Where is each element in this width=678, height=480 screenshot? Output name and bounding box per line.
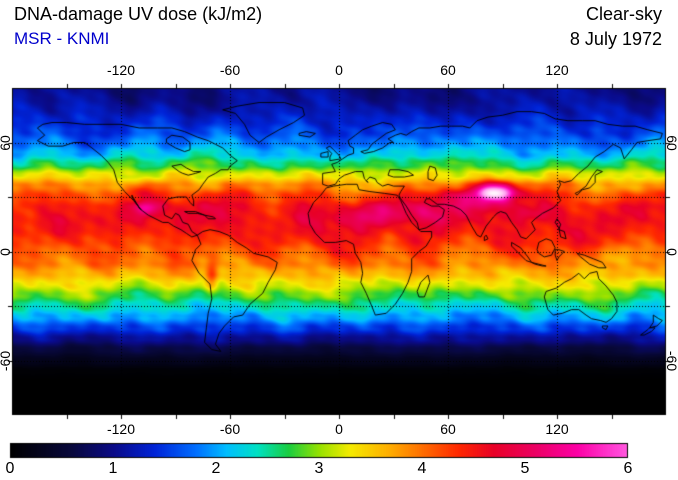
lon-tick-label-bottom: 60 bbox=[440, 421, 456, 437]
lon-tick-label-bottom: -120 bbox=[106, 421, 136, 437]
colorbar-tick-label: 2 bbox=[211, 460, 221, 477]
lon-tick-label-top: 60 bbox=[440, 62, 456, 78]
date-label: 8 July 1972 bbox=[569, 29, 662, 49]
lon-tick-label-bottom: 120 bbox=[545, 421, 569, 437]
figure-title: DNA-damage UV dose (kJ/m2) bbox=[14, 4, 263, 24]
figure-source: MSR - KNMI bbox=[14, 29, 110, 48]
lat-tick-label-left: 0 bbox=[0, 248, 13, 256]
sky-condition-label: Clear-sky bbox=[585, 4, 662, 24]
lat-tick-label-left: 60 bbox=[0, 134, 13, 151]
lon-tick-label-top: -60 bbox=[219, 62, 241, 78]
lon-tick-label-top: -120 bbox=[106, 62, 136, 78]
lon-tick-label-top: 120 bbox=[545, 62, 569, 78]
lat-tick-label-right: 0 bbox=[664, 248, 678, 256]
lon-tick-label-bottom: -60 bbox=[219, 421, 241, 437]
colorbar-tick-label: 5 bbox=[520, 460, 530, 477]
colorbar-tick-label: 4 bbox=[417, 460, 427, 477]
colorbar-tick-label: 6 bbox=[623, 460, 633, 477]
lon-tick-label-top: 0 bbox=[335, 62, 343, 78]
colorbar-tick-label: 1 bbox=[108, 460, 118, 477]
colorbar-tick-label: 3 bbox=[314, 460, 324, 477]
colorbar-tick-label: 0 bbox=[5, 460, 15, 477]
lat-tick-label-right: -60 bbox=[664, 350, 678, 371]
lat-tick-label-left: -60 bbox=[0, 350, 13, 371]
lon-tick-label-bottom: 0 bbox=[335, 421, 343, 437]
lat-tick-label-right: 60 bbox=[664, 134, 678, 151]
